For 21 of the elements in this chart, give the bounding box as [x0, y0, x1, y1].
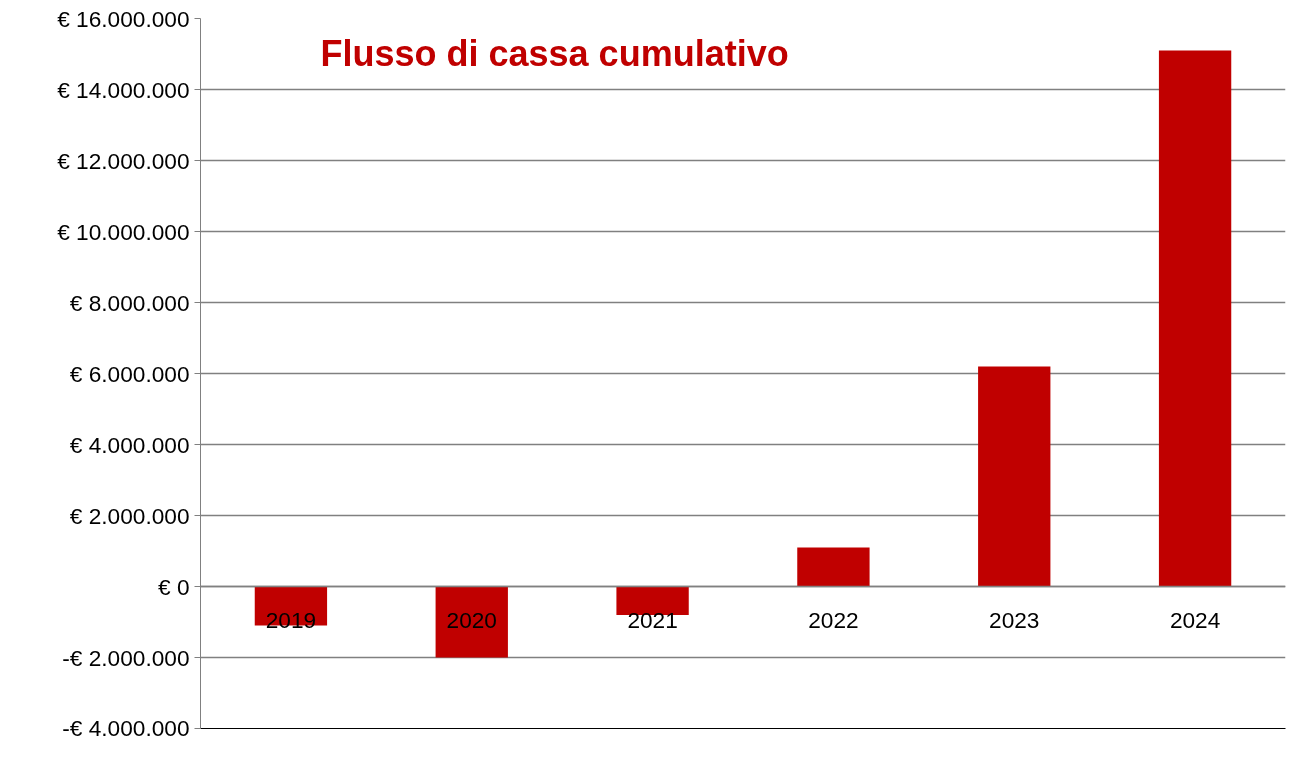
y-tick-label: € 12.000.000 [57, 147, 190, 174]
chart-title: Flusso di cassa cumulativo [320, 32, 789, 74]
bar [797, 547, 870, 587]
y-tick-label: € 6.000.000 [69, 360, 190, 387]
x-tick-label: 2020 [446, 606, 497, 633]
bar [1158, 50, 1232, 587]
y-tick-label: € 10.000.000 [57, 218, 190, 245]
y-tick-label: € 8.000.000 [69, 289, 190, 316]
x-tick-label: 2023 [989, 606, 1040, 633]
bar [435, 586, 508, 658]
y-tick-label: € 16.000.000 [57, 5, 190, 32]
y-tick-label: -€ 4.000.000 [62, 714, 190, 741]
y-tick-label: € 14.000.000 [57, 76, 190, 103]
x-tick-label: 2024 [1169, 606, 1221, 633]
x-tick-label: 2022 [808, 606, 859, 633]
y-tick-label: € 2.000.000 [69, 502, 190, 529]
y-tick-label: € 4.000.000 [69, 431, 190, 458]
y-tick-label: -€ 2.000.000 [62, 644, 190, 671]
bar [978, 366, 1051, 587]
bar [616, 586, 689, 615]
y-tick-label: € 0 [158, 573, 190, 600]
